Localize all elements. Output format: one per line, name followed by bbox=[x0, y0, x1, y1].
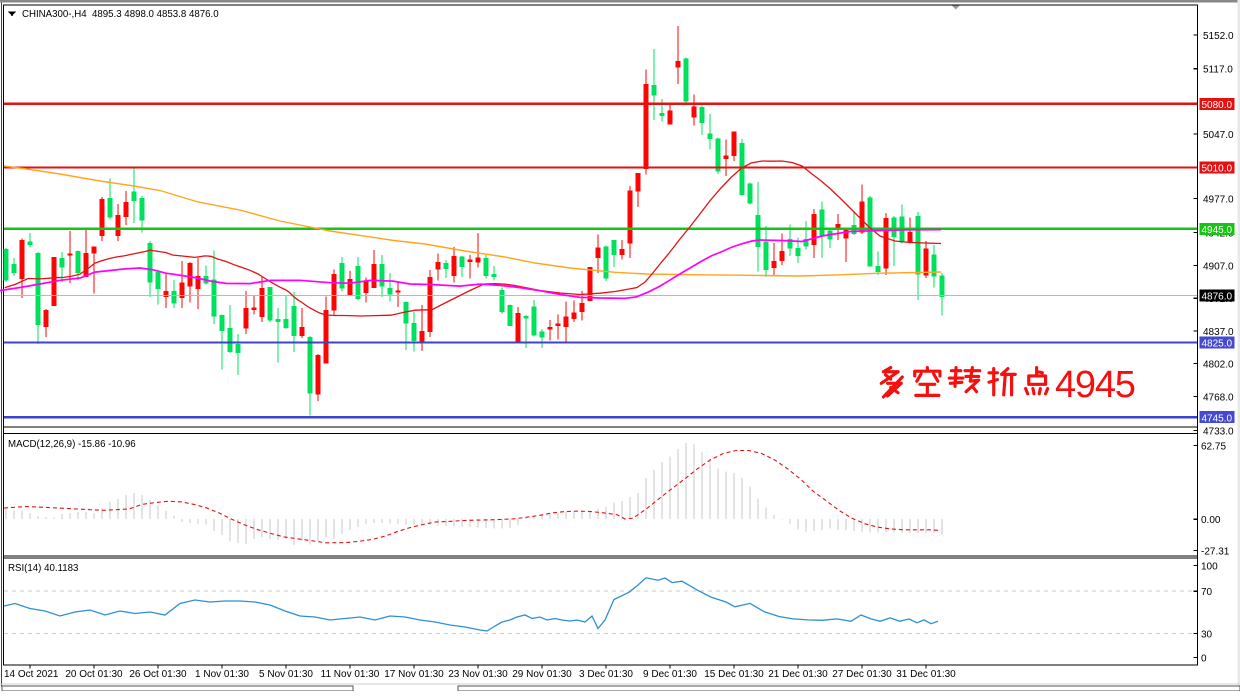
svg-text:5047.0: 5047.0 bbox=[1203, 130, 1234, 141]
svg-text:5152.0: 5152.0 bbox=[1203, 31, 1234, 42]
svg-text:15 Dec 01:30: 15 Dec 01:30 bbox=[704, 669, 764, 680]
svg-text:4733.0: 4733.0 bbox=[1203, 427, 1234, 438]
svg-text:-27.31: -27.31 bbox=[1201, 546, 1230, 557]
svg-text:23 Nov 01:30: 23 Nov 01:30 bbox=[448, 669, 508, 680]
svg-text:RSI(14) 40.1183: RSI(14) 40.1183 bbox=[8, 563, 78, 574]
svg-text:29 Nov 01:30: 29 Nov 01:30 bbox=[512, 669, 572, 680]
svg-text:20 Oct 01:30: 20 Oct 01:30 bbox=[65, 669, 123, 680]
svg-text:4745.0: 4745.0 bbox=[1202, 413, 1233, 424]
svg-text:62.75: 62.75 bbox=[1201, 442, 1226, 453]
svg-text:17 Nov 01:30: 17 Nov 01:30 bbox=[384, 669, 444, 680]
svg-text:5117.0: 5117.0 bbox=[1203, 65, 1233, 76]
svg-text:3 Dec 01:30: 3 Dec 01:30 bbox=[579, 669, 633, 680]
svg-text:26 Oct 01:30: 26 Oct 01:30 bbox=[129, 669, 187, 680]
svg-text:21 Dec 01:30: 21 Dec 01:30 bbox=[768, 669, 828, 680]
svg-text:70: 70 bbox=[1201, 587, 1213, 598]
svg-text:9 Dec 01:30: 9 Dec 01:30 bbox=[643, 669, 697, 680]
svg-text:CHINA300-,H4 4895.3 4898.0 48: CHINA300-,H4 4895.3 4898.0 4853.8 4876.0 bbox=[22, 9, 219, 20]
svg-text:4977.0: 4977.0 bbox=[1203, 195, 1234, 206]
svg-text:4802.0: 4802.0 bbox=[1203, 360, 1234, 371]
svg-text:4907.0: 4907.0 bbox=[1203, 261, 1234, 272]
svg-text:14 Oct 2021: 14 Oct 2021 bbox=[4, 669, 59, 680]
svg-text:4768.0: 4768.0 bbox=[1203, 393, 1234, 404]
svg-text:31 Dec 01:30: 31 Dec 01:30 bbox=[896, 669, 956, 680]
svg-text:100: 100 bbox=[1201, 562, 1218, 573]
svg-text:4945: 4945 bbox=[1055, 364, 1135, 406]
svg-text:4837.0: 4837.0 bbox=[1203, 327, 1234, 338]
svg-text:4876.0: 4876.0 bbox=[1202, 292, 1233, 303]
svg-text:5 Nov 01:30: 5 Nov 01:30 bbox=[259, 669, 313, 680]
svg-text:30: 30 bbox=[1201, 629, 1213, 640]
svg-text:27 Dec 01:30: 27 Dec 01:30 bbox=[832, 669, 892, 680]
svg-text:0: 0 bbox=[1201, 654, 1207, 665]
svg-text:5010.0: 5010.0 bbox=[1202, 164, 1233, 175]
svg-text:4945.0: 4945.0 bbox=[1202, 225, 1233, 236]
svg-text:1 Nov 01:30: 1 Nov 01:30 bbox=[195, 669, 249, 680]
svg-text:4825.0: 4825.0 bbox=[1202, 339, 1233, 350]
svg-text:MACD(12,26,9) -15.86 -10.96: MACD(12,26,9) -15.86 -10.96 bbox=[8, 439, 136, 450]
svg-text:11 Nov 01:30: 11 Nov 01:30 bbox=[321, 669, 380, 680]
svg-text:5080.0: 5080.0 bbox=[1202, 100, 1233, 111]
svg-text:0.00: 0.00 bbox=[1201, 515, 1221, 526]
